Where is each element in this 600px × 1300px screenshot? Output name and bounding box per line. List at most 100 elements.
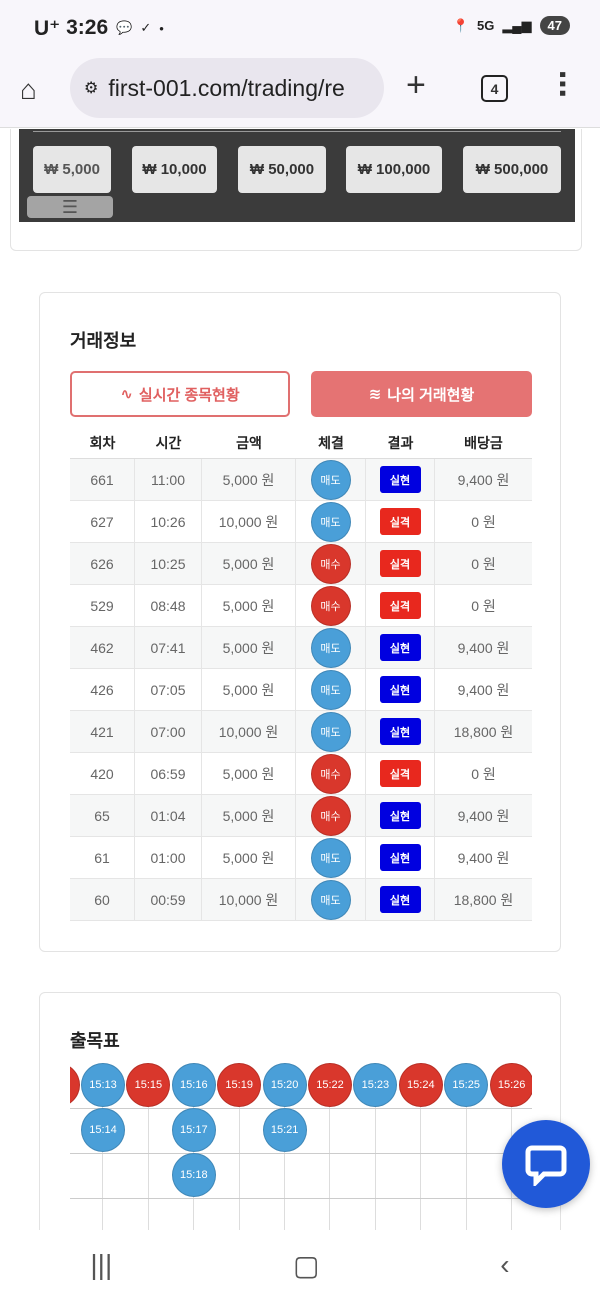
time-cell: 00:59 [135, 879, 202, 920]
side-cell: 매수 [296, 585, 366, 626]
column-header: 결과 [387, 435, 414, 451]
side-badge: 매도 [310, 711, 351, 752]
address-bar[interactable]: ⚙ first-001.com/trading/re [70, 58, 384, 118]
time-cell: 07:00 [135, 711, 202, 752]
payout-cell: 0 원 [471, 597, 496, 614]
result-cell: 실현 [366, 459, 435, 500]
amount-button[interactable]: ₩ 10,000 [132, 146, 217, 193]
chat-icon [525, 1145, 567, 1186]
grid-line [147, 1063, 149, 1233]
pattern-ball: 15:15 [126, 1063, 171, 1107]
side-cell: 매도 [296, 627, 366, 668]
tab-label: 나의 거래현황 [387, 386, 475, 404]
side-cell: 매도 [296, 837, 366, 878]
amount-cell: 10,000 원 [202, 879, 296, 920]
side-cell: 매수 [296, 795, 366, 836]
network-indicator: 5G [476, 18, 495, 33]
amount-button[interactable]: ₩ 100,000 [346, 146, 442, 193]
amount-bar: ₩ 5,000 ₩ 10,000 ₩ 50,000 ₩ 100,000 ₩ 50… [19, 129, 575, 222]
pattern-ball: 15:19 [217, 1063, 262, 1107]
amount-button[interactable]: ₩ 5,000 [33, 146, 111, 193]
site-settings-icon[interactable]: ⚙ [84, 80, 99, 97]
payout-cell: 9,400 원 [457, 849, 510, 866]
pattern-ball: 15:13 [81, 1063, 125, 1107]
table-row: 529 08:48 5,000 원 매수 실격 0 원 [70, 585, 532, 627]
result-badge: 실현 [379, 886, 421, 913]
tab-realtime[interactable]: ∿ 실시간 종목현황 [70, 371, 290, 417]
new-tab-icon[interactable]: + [406, 66, 426, 104]
side-cell: 매도 [296, 711, 366, 752]
side-cell: 매도 [296, 669, 366, 710]
round-cell: 60 [70, 879, 135, 920]
amount-button[interactable]: ₩ 500,000 [463, 146, 561, 193]
section-title: 출목표 [70, 1031, 120, 1051]
result-badge: 실현 [379, 676, 421, 703]
url-text: first-001.com/trading/re [108, 74, 345, 101]
table-row: 420 06:59 5,000 원 매수 실격 0 원 [70, 753, 532, 795]
round-cell: 426 [70, 669, 135, 710]
amount-panel: ₩ 5,000 ₩ 10,000 ₩ 50,000 ₩ 100,000 ₩ 50… [10, 129, 582, 251]
time-cell: 01:04 [135, 795, 202, 836]
recent-apps-icon[interactable]: ||| [90, 1249, 113, 1280]
battery-indicator: 47 [539, 16, 570, 35]
round-cell: 420 [70, 753, 135, 794]
table-row: 627 10:26 10,000 원 매도 실격 0 원 [70, 501, 532, 543]
pattern-ball: 15:14 [81, 1108, 125, 1152]
trade-table[interactable]: 661 11:00 5,000 원 매도 실현 9,400 원 627 10:26… [70, 458, 532, 921]
section-title: 거래정보 [70, 331, 137, 351]
payout-cell: 9,400 원 [457, 681, 510, 698]
side-badge: 매도 [310, 837, 351, 878]
grid-line [70, 1153, 532, 1154]
back-icon[interactable]: ‹ [500, 1249, 510, 1280]
result-cell: 실현 [366, 627, 435, 668]
result-cell: 실격 [366, 543, 435, 584]
time-cell: 11:00 [135, 459, 202, 500]
status-bar: U⁺ 3:26 💬 ✓ • 📍 5G ▂▄▆ 47 [0, 0, 600, 56]
amount-button[interactable]: ₩ 50,000 [238, 146, 326, 193]
side-badge: 매도 [310, 669, 351, 710]
table-row: 65 01:04 5,000 원 매수 실현 9,400 원 [70, 795, 532, 837]
carrier: U⁺ [34, 16, 61, 40]
result-cell: 실현 [366, 669, 435, 710]
round-cell: 462 [70, 627, 135, 668]
hamburger-menu-icon[interactable]: ☰ [27, 196, 113, 218]
pattern-ball: 15:21 [262, 1108, 307, 1152]
table-row: 61 01:00 5,000 원 매도 실현 9,400 원 [70, 837, 532, 879]
pattern-ball: 15:20 [262, 1063, 307, 1107]
table-row: 421 07:00 10,000 원 매도 실현 18,800 원 [70, 711, 532, 753]
result-badge: 실현 [379, 844, 421, 871]
column-header: 배당금 [464, 435, 503, 451]
chat-button[interactable] [502, 1120, 590, 1208]
home-nav-icon[interactable]: ▢ [293, 1249, 320, 1281]
column-header: 시간 [155, 435, 182, 451]
home-icon[interactable]: ⌂ [20, 74, 37, 105]
amount-cell: 5,000 원 [202, 627, 296, 668]
side-badge: 매도 [310, 459, 351, 500]
time-cell: 08:48 [135, 585, 202, 626]
amount-cell: 5,000 원 [202, 459, 296, 500]
amount-cell: 5,000 원 [202, 585, 296, 626]
round-cell: 421 [70, 711, 135, 752]
amount-cell: 5,000 원 [202, 753, 296, 794]
result-cell: 실현 [366, 795, 435, 836]
more-menu-icon[interactable]: ⋯ [547, 70, 578, 98]
table-row: 426 07:05 5,000 원 매도 실현 9,400 원 [70, 669, 532, 711]
grid-line [238, 1063, 240, 1233]
browser-toolbar: ⌂ ⚙ first-001.com/trading/re + 4 ⋯ [0, 56, 600, 128]
result-cell: 실격 [366, 501, 435, 542]
dot-icon: • [159, 20, 164, 36]
table-row: 661 11:00 5,000 원 매도 실현 9,400 원 [70, 459, 532, 501]
list-icon: ≋ [368, 386, 382, 403]
amount-cell: 5,000 원 [202, 795, 296, 836]
result-cell: 실현 [366, 711, 435, 752]
signal-icon: ▂▄▆ [502, 17, 532, 33]
grid-line [420, 1063, 422, 1233]
amount-cell: 5,000 원 [202, 543, 296, 584]
grid-line [465, 1063, 467, 1233]
side-cell: 매도 [296, 459, 366, 500]
column-header: 회차 [89, 435, 116, 451]
tab-my-trades[interactable]: ≋ 나의 거래현황 [311, 371, 532, 417]
tab-label: 실시간 종목현황 [138, 386, 240, 404]
payout-cell: 9,400 원 [457, 639, 510, 656]
tab-switcher-button[interactable]: 4 [481, 75, 508, 102]
